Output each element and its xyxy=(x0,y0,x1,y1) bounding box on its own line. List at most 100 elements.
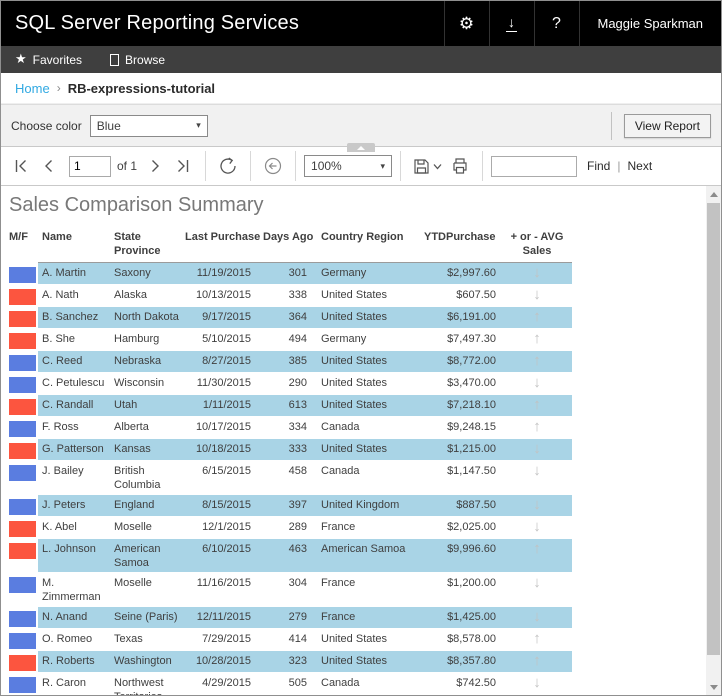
back-button[interactable] xyxy=(259,152,287,180)
cell-ytd-purchase: $2,997.60 xyxy=(447,267,496,279)
cell-state-province: British Columbia xyxy=(114,465,161,491)
refresh-button[interactable] xyxy=(214,152,242,180)
trend-arrow-icon: ↑ xyxy=(533,352,541,369)
breadcrumb-home-link[interactable]: Home xyxy=(15,80,50,96)
question-icon: ? xyxy=(552,14,561,32)
cell-country-region: United States xyxy=(321,377,388,389)
cell-days-ago: 397 xyxy=(288,499,307,511)
scroll-down-icon xyxy=(709,684,718,690)
table-row-body: O. Romeo Texas 7/29/2015 414 United Stat… xyxy=(38,629,572,651)
swatch-cell xyxy=(6,373,38,395)
scrollbar-thumb[interactable] xyxy=(707,203,720,655)
cell-days-ago: 290 xyxy=(288,377,307,389)
user-menu[interactable]: Maggie Sparkman xyxy=(578,1,722,46)
cell-trend: ↑ xyxy=(502,351,572,372)
table-row: C. Randall Utah 1/11/2015 613 United Sta… xyxy=(6,395,701,417)
cell-country-region: United States xyxy=(321,655,388,667)
table-row-body: B. Sanchez North Dakota 9/17/2015 364 Un… xyxy=(38,307,572,329)
table-row: B. She Hamburg 5/10/2015 494 Germany $7,… xyxy=(6,329,701,351)
cell-ytd-purchase: $1,147.50 xyxy=(447,465,496,477)
scroll-up-button[interactable] xyxy=(706,186,721,202)
export-button[interactable] xyxy=(409,158,446,175)
cell-ytd-purchase: $607.50 xyxy=(456,289,496,301)
nav-item-favorites[interactable]: ★ Favorites xyxy=(1,46,96,73)
scroll-down-button[interactable] xyxy=(706,679,721,695)
refresh-icon xyxy=(220,157,236,174)
cell-country-region: United States xyxy=(321,289,388,301)
table-row-body: A. Nath Alaska 10/13/2015 338 United Sta… xyxy=(38,285,572,307)
cell-days-ago: 414 xyxy=(288,633,307,645)
table-row: A. Martin Saxony 11/19/2015 301 Germany … xyxy=(6,263,701,285)
trend-arrow-icon: ↓ xyxy=(533,574,541,591)
collapse-arrow-icon xyxy=(357,145,365,150)
cell-state-province: Utah xyxy=(114,399,138,411)
trend-arrow-icon: ↓ xyxy=(533,518,541,535)
download-button[interactable]: ↓ xyxy=(488,1,534,46)
previous-page-button[interactable] xyxy=(35,152,63,180)
color-parameter-select[interactable]: Blue ▾ xyxy=(89,114,208,137)
trend-arrow-icon: ↓ xyxy=(533,608,541,625)
view-report-button[interactable]: View Report xyxy=(623,113,711,138)
cell-days-ago: 463 xyxy=(288,543,307,555)
toolbar-divider xyxy=(482,151,484,181)
cell-state-province: Washington xyxy=(114,655,172,667)
gender-color-swatch xyxy=(9,633,36,649)
breadcrumb: Home › RB-expressions-tutorial xyxy=(1,73,721,104)
find-input[interactable] xyxy=(491,155,578,177)
chevron-down-icon: ▾ xyxy=(380,160,386,171)
cell-trend: ↓ xyxy=(502,263,572,284)
cell-ytd-purchase: $7,218.10 xyxy=(447,399,496,411)
cell-days-ago: 613 xyxy=(288,399,307,411)
last-page-button[interactable] xyxy=(169,152,197,180)
cell-ytd-purchase: $6,191.00 xyxy=(447,311,496,323)
cell-trend: ↓ xyxy=(502,573,572,606)
trend-arrow-icon: ↑ xyxy=(533,652,541,669)
cell-last-purchase: 10/13/2015 xyxy=(195,289,251,301)
cell-last-purchase: 7/29/2015 xyxy=(202,633,251,645)
column-header-country: Country Region xyxy=(321,231,404,243)
table-row: N. Anand Seine (Paris) 12/11/2015 279 Fr… xyxy=(6,607,701,629)
table-row: F. Ross Alberta 10/17/2015 334 Canada $9… xyxy=(6,417,701,439)
settings-button[interactable]: ⚙ xyxy=(443,1,489,46)
swatch-cell xyxy=(6,285,38,307)
swatch-cell xyxy=(6,651,38,673)
nav-item-browse[interactable]: Browse xyxy=(96,46,179,73)
column-header-state: State Province xyxy=(114,231,161,257)
vertical-scrollbar[interactable] xyxy=(706,186,721,695)
cell-trend: ↓ xyxy=(502,373,572,394)
cell-state-province: Moselle xyxy=(114,577,152,589)
trend-arrow-icon: ↑ xyxy=(533,308,541,325)
trend-header-line2: Sales xyxy=(522,245,552,257)
cell-ytd-purchase: $8,578.00 xyxy=(447,633,496,645)
trend-arrow-icon: ↑ xyxy=(533,540,541,557)
cell-name: J. Peters xyxy=(42,499,86,511)
cell-trend: ↑ xyxy=(502,307,572,328)
cell-ytd-purchase: $8,357.80 xyxy=(447,655,496,667)
cell-state-province: North Dakota xyxy=(114,311,179,323)
next-page-button[interactable] xyxy=(141,152,169,180)
find-next-link[interactable]: Next xyxy=(627,159,653,173)
first-page-button[interactable] xyxy=(7,152,35,180)
table-row-body: L. Johnson American Samoa 6/10/2015 463 … xyxy=(38,539,572,573)
cell-name: B. Sanchez xyxy=(42,311,99,323)
browse-icon xyxy=(110,53,120,66)
swatch-cell xyxy=(6,263,38,285)
swatch-cell xyxy=(6,629,38,651)
print-button[interactable] xyxy=(446,152,474,180)
gender-color-swatch xyxy=(9,267,36,283)
cell-name: F. Ross xyxy=(42,421,79,433)
toolbar-divider xyxy=(250,151,252,181)
trend-arrow-icon: ↑ xyxy=(533,418,541,435)
help-button[interactable]: ? xyxy=(533,1,579,46)
table-row-body: A. Martin Saxony 11/19/2015 301 Germany … xyxy=(38,263,572,285)
cell-name: G. Patterson xyxy=(42,443,104,455)
cell-state-province: Alaska xyxy=(114,289,148,301)
cell-name: A. Nath xyxy=(42,289,79,301)
find-link[interactable]: Find xyxy=(587,159,611,173)
zoom-select[interactable]: 100% ▾ xyxy=(304,155,393,177)
table-row: L. Johnson American Samoa 6/10/2015 463 … xyxy=(6,539,701,573)
next-page-icon xyxy=(152,160,160,172)
parameter-collapse-handle[interactable] xyxy=(347,143,375,152)
cell-ytd-purchase: $742.50 xyxy=(456,677,496,689)
page-number-input[interactable] xyxy=(69,155,111,177)
